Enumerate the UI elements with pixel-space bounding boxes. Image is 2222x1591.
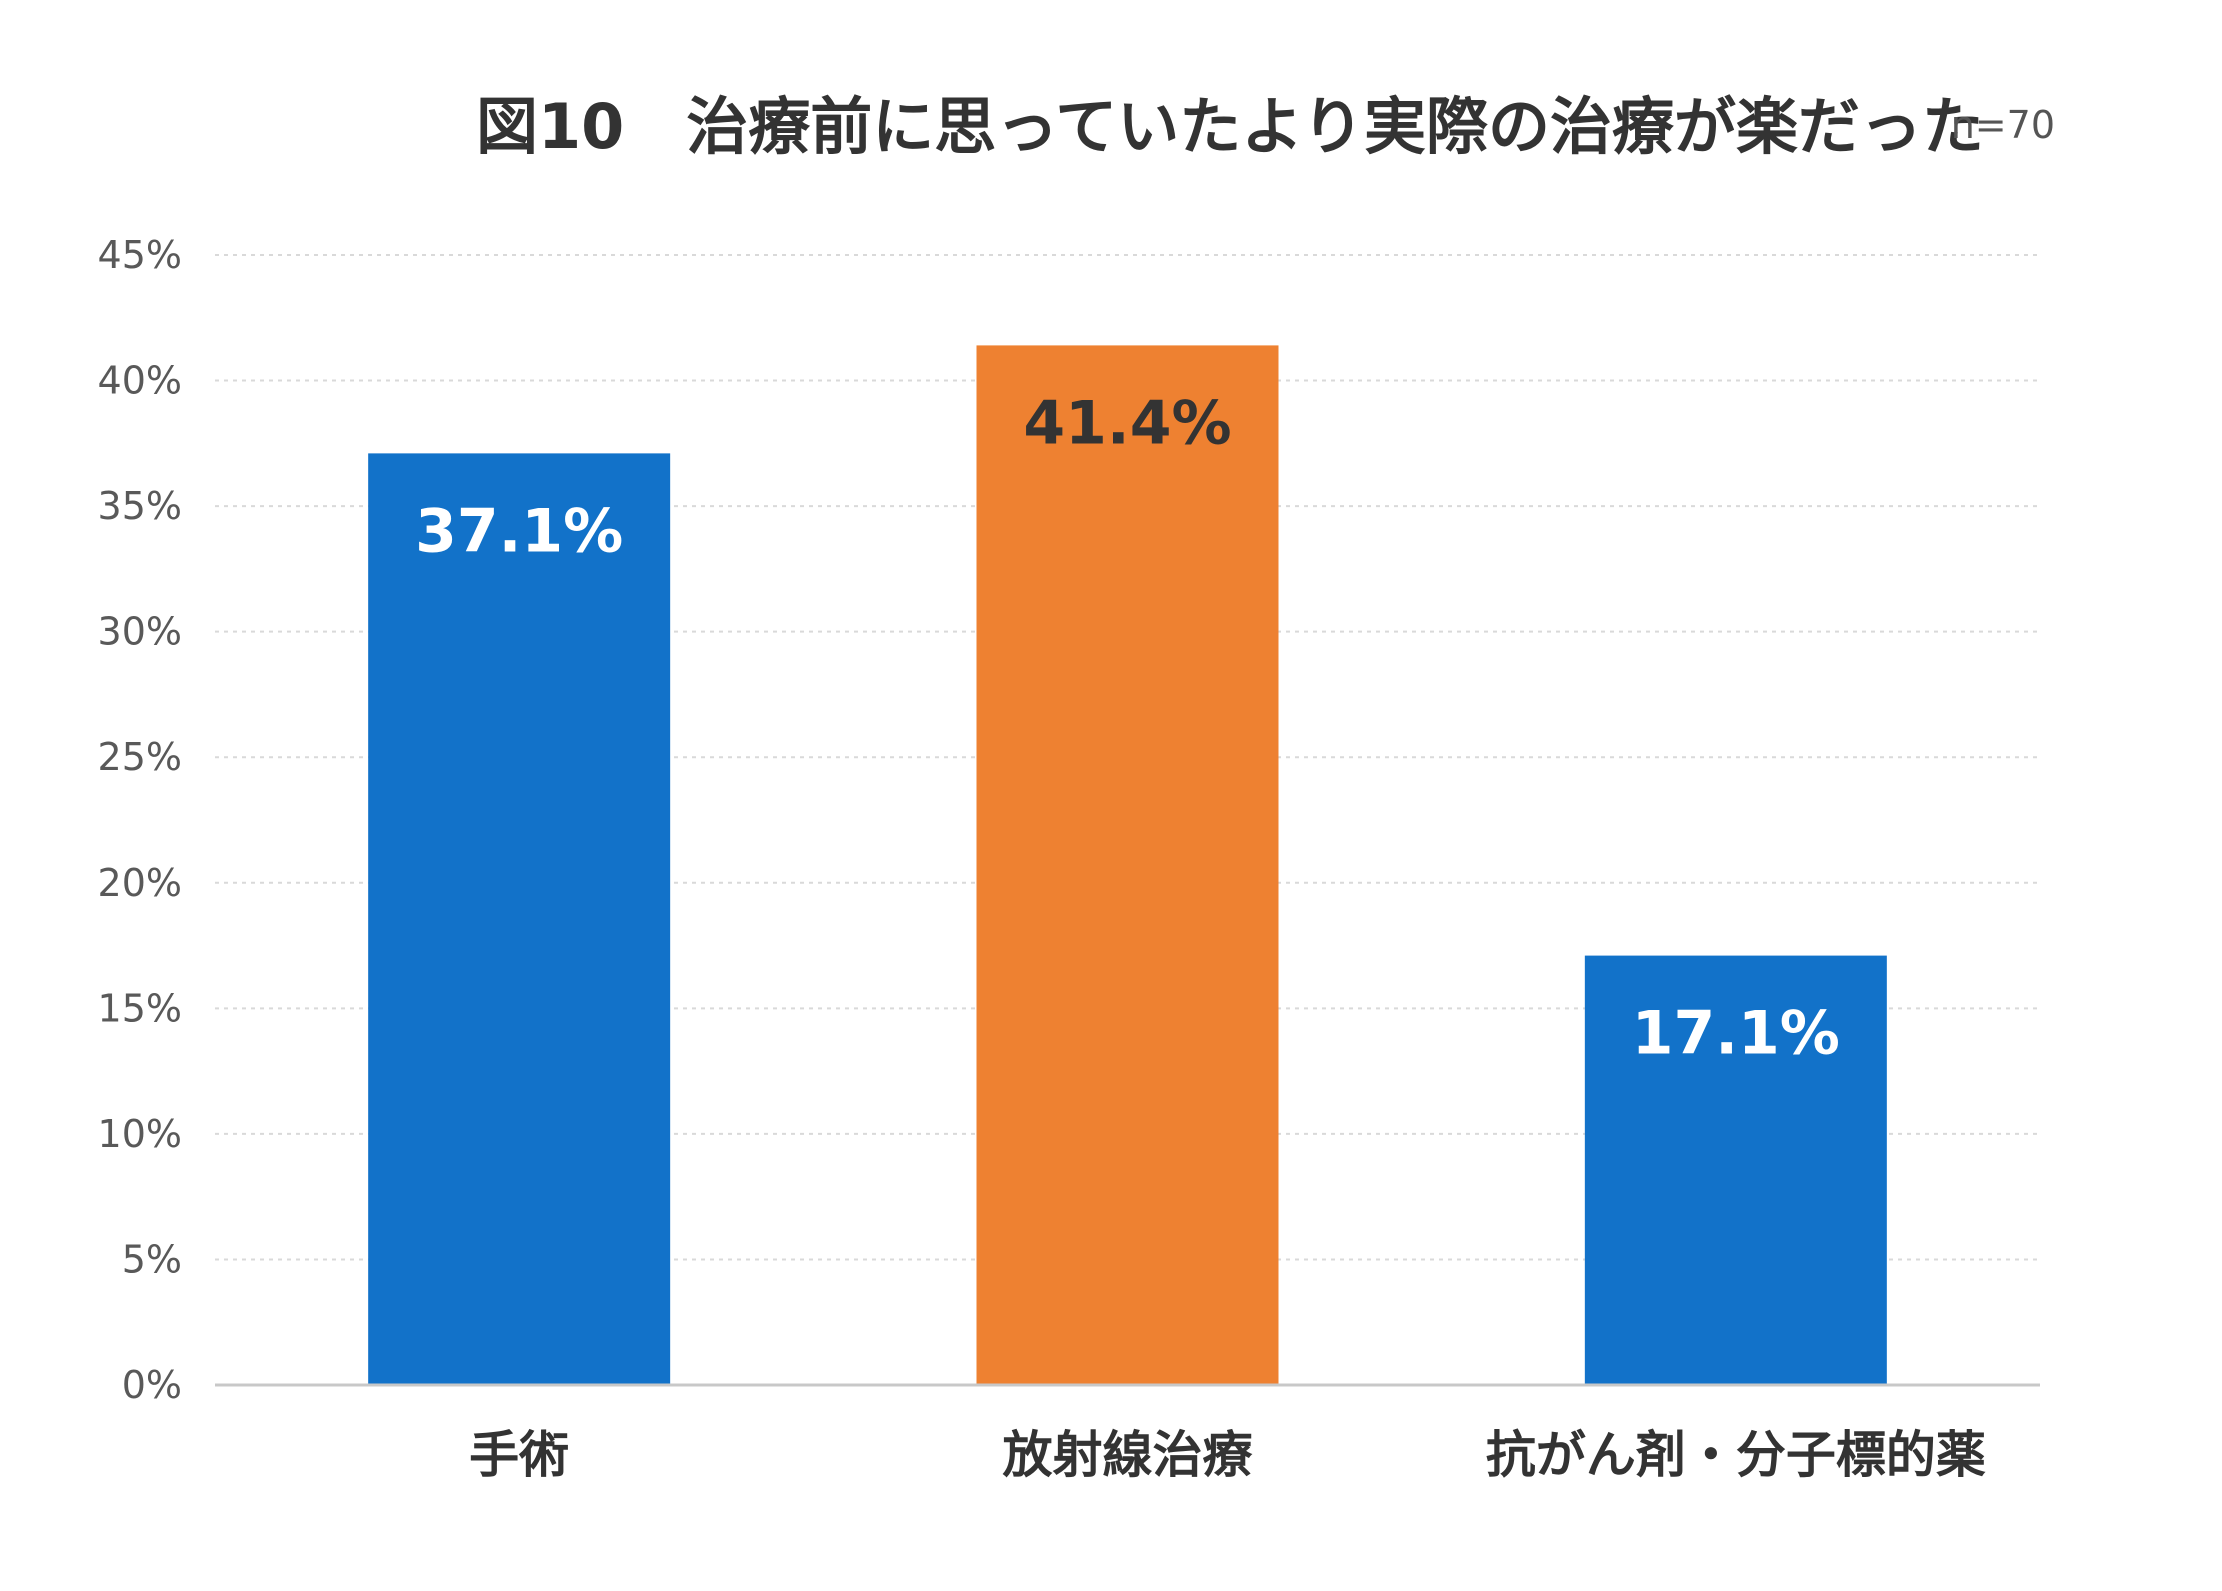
y-tick-label: 0% xyxy=(122,1363,182,1407)
y-tick-label: 20% xyxy=(98,861,182,905)
data-label-3: 17.1% xyxy=(1632,999,1840,1069)
chart-title: 図10 治療前に思っていたより実際の治療が楽だった xyxy=(476,90,1984,163)
y-tick-label: 45% xyxy=(98,233,182,277)
y-tick-label: 25% xyxy=(98,735,182,779)
y-axis-ticks: 0% 5% 10% 15% 20% 25% 30% 35% 40% 45% xyxy=(98,233,182,1407)
bar-2 xyxy=(976,345,1279,1385)
x-axis-categories: 手術 放射線治療 抗がん剤・分子標的薬 xyxy=(469,1426,1986,1484)
y-tick-label: 10% xyxy=(98,1112,182,1156)
data-label-2: 41.4% xyxy=(1023,388,1231,458)
sample-size: n=70 xyxy=(1951,103,2055,147)
category-label-1: 手術 xyxy=(469,1426,569,1484)
y-tick-label: 5% xyxy=(122,1237,182,1281)
y-tick-label: 30% xyxy=(98,610,182,654)
y-tick-label: 15% xyxy=(98,986,182,1030)
bar-1 xyxy=(368,453,671,1385)
category-label-2: 放射線治療 xyxy=(1003,1426,1253,1484)
bars xyxy=(368,345,1887,1385)
y-tick-label: 40% xyxy=(98,359,182,403)
category-label-3: 抗がん剤・分子標的薬 xyxy=(1486,1426,1986,1484)
bar-3 xyxy=(1584,955,1887,1385)
y-tick-label: 35% xyxy=(98,484,182,528)
data-label-1: 37.1% xyxy=(415,496,623,566)
data-labels: 37.1% 41.4% 17.1% xyxy=(415,388,1840,1068)
